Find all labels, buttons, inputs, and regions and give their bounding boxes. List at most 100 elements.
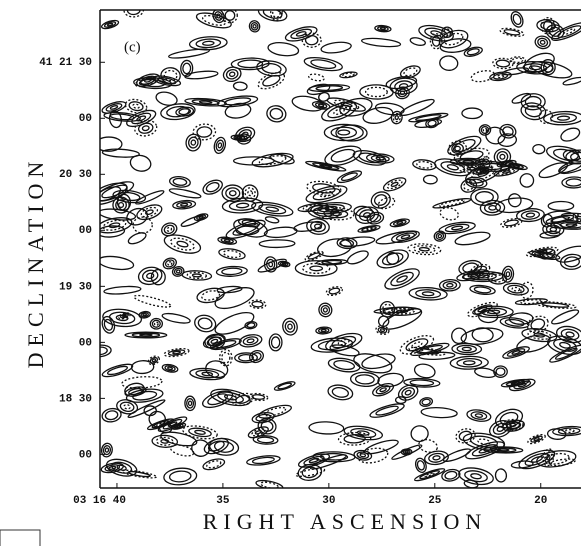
contour [419, 397, 434, 407]
contour [433, 230, 447, 242]
contour [284, 26, 318, 42]
contour [100, 182, 128, 206]
contour [520, 299, 543, 305]
contour [131, 332, 161, 338]
contour [315, 258, 348, 266]
contour [284, 320, 296, 333]
contour [546, 145, 581, 165]
contour [237, 59, 264, 69]
contour [483, 202, 501, 214]
contour [451, 342, 483, 356]
contour [306, 83, 331, 96]
contour [167, 261, 173, 266]
contour [144, 209, 154, 216]
contour [407, 243, 442, 256]
contour [167, 366, 174, 371]
contour [343, 425, 384, 441]
contour [234, 126, 256, 143]
contour [212, 10, 225, 24]
contour [362, 106, 394, 124]
contour [191, 99, 220, 106]
contour [545, 214, 575, 225]
contour [198, 100, 213, 104]
contour [262, 10, 283, 19]
contour [451, 225, 464, 231]
contour [424, 27, 448, 39]
contour [556, 325, 581, 344]
contour [106, 365, 128, 376]
contour [337, 431, 372, 446]
contour [377, 25, 389, 32]
contour [329, 211, 342, 217]
contour [301, 466, 319, 479]
contour [524, 95, 542, 108]
contour [330, 148, 356, 163]
contour [561, 176, 581, 189]
contour [418, 246, 430, 252]
contour [195, 38, 222, 49]
contour [236, 133, 252, 145]
contour [438, 279, 461, 292]
contour [533, 437, 540, 442]
contour [526, 315, 549, 334]
contour [124, 98, 148, 114]
contour [506, 348, 526, 357]
contour [191, 439, 211, 457]
contour [552, 425, 581, 437]
contour [134, 119, 158, 137]
contour [424, 450, 449, 466]
contour [546, 454, 551, 461]
contour [499, 153, 506, 160]
y-axis-title: DECLINATION [23, 156, 48, 369]
contour [149, 317, 164, 330]
contour [172, 177, 188, 186]
contour [267, 41, 300, 57]
contour [342, 72, 355, 78]
contour [204, 333, 226, 350]
contour [502, 418, 524, 431]
x-tick-label: 35 [216, 495, 230, 507]
contour [241, 131, 249, 138]
contour [512, 13, 522, 26]
contour [487, 272, 508, 285]
contour [511, 286, 521, 292]
contour [333, 108, 345, 115]
contour [379, 387, 387, 393]
contour [499, 317, 530, 329]
contour [538, 162, 569, 179]
contour [163, 347, 190, 358]
contour [563, 28, 576, 35]
contour [180, 202, 189, 207]
contour [172, 199, 197, 210]
contour [471, 166, 496, 181]
contour [118, 191, 141, 202]
contour [358, 209, 376, 222]
contour [398, 83, 409, 90]
contour [312, 162, 340, 170]
contour [379, 300, 396, 318]
contour [439, 207, 459, 221]
contour [558, 156, 581, 175]
contour [247, 190, 254, 197]
contour [246, 455, 281, 466]
contour [365, 86, 388, 98]
contour [264, 216, 280, 224]
contour [279, 261, 289, 267]
contour [551, 22, 581, 41]
contour [191, 273, 202, 278]
contour [555, 245, 581, 263]
contour [214, 287, 255, 310]
contour [182, 62, 192, 75]
contour [507, 284, 525, 294]
contour [181, 270, 213, 281]
contour [251, 394, 266, 400]
contour [502, 169, 511, 174]
contour [164, 365, 176, 372]
contour [441, 468, 461, 482]
contour [333, 360, 356, 371]
contour [470, 70, 496, 83]
contour [256, 60, 287, 77]
contour [336, 170, 363, 184]
contour [399, 65, 421, 79]
contour [456, 344, 477, 354]
